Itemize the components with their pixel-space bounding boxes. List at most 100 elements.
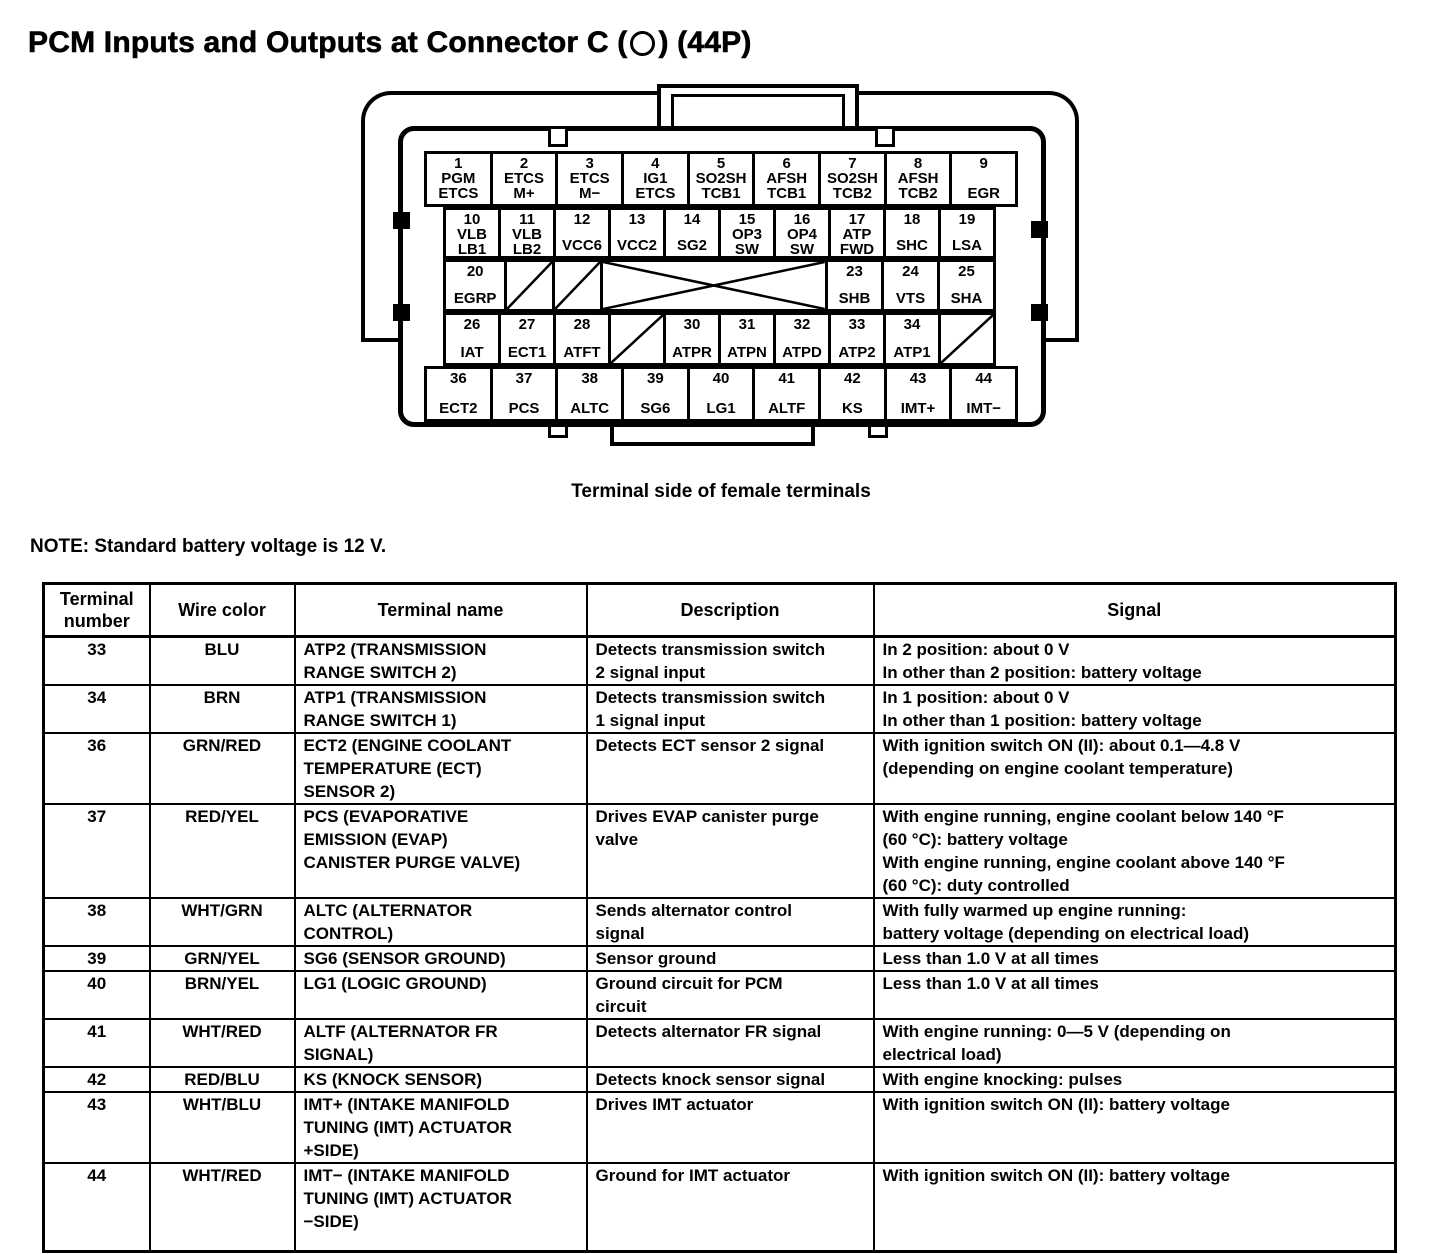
connector-circle-icon: [630, 31, 656, 56]
cell-description: Drives EVAP canister purge valve: [585, 803, 875, 899]
pin-number: 43: [909, 370, 927, 387]
outer-shell-bottom-right: [1035, 338, 1079, 342]
pin-cell-27: 27 ECT1: [501, 312, 556, 366]
pin-label: IAT: [460, 344, 484, 361]
connector-top-tab-inner: [671, 94, 845, 131]
unused-pin-cell: [941, 312, 996, 366]
pin-number: 16: [793, 211, 811, 228]
pin-number: 11: [519, 211, 535, 228]
pin-number: 37: [515, 370, 533, 387]
terminal-table: Terminal number Wire color Terminal name…: [42, 582, 1397, 1253]
unused-pin-cell: [507, 259, 556, 312]
pin-cell-7: 7 SO2SH TCB2: [821, 151, 887, 207]
pin-cell-28: 28 ATFT: [556, 312, 611, 366]
pin-number: 30: [683, 316, 701, 333]
pin-number: 2: [519, 155, 529, 172]
pin-cell-18: 18 SHC: [886, 207, 941, 259]
pin-number: 4: [651, 155, 660, 172]
pin-label: PCS: [508, 400, 540, 417]
pin-label: EGR: [967, 185, 1000, 202]
pin-label: VCC6: [561, 237, 602, 254]
cell-wire-color: RED/BLU: [148, 1066, 296, 1093]
pin-label: SHC: [896, 237, 928, 254]
cell-description: Ground circuit for PCM circuit: [585, 970, 875, 1020]
cell-wire-color: WHT/RED: [148, 1162, 296, 1252]
pin-label: VLB LB1: [457, 226, 487, 258]
pin-number: 19: [958, 211, 976, 228]
cell-terminal-name: SG6 (SENSOR GROUND): [293, 945, 588, 972]
pin-label: ATPR: [672, 344, 712, 361]
pin-number: 40: [712, 370, 730, 387]
pin-label: ETCS M−: [569, 170, 610, 202]
pin-cell-13: 13 VCC2: [611, 207, 666, 259]
retainer-block-left-lower: [393, 304, 410, 321]
terminal-table-body: 33 BLU ATP2 (TRANSMISSION RANGE SWITCH 2) D…: [42, 635, 1397, 1252]
pin-cell-20: 20 EGRP: [443, 259, 508, 312]
pin-number: 18: [903, 211, 921, 228]
pin-label: PGM ETCS: [438, 170, 479, 202]
pin-row-1: 1 PGM ETCS 2 ETCS M+ 3 ETCS M− 4 IG1 ETCS 5 SO2SH…: [424, 151, 1019, 207]
terminal-table-header: Terminal number Wire color Terminal name…: [42, 582, 1397, 638]
cell-terminal-number: 34: [42, 684, 151, 734]
pin-number: 27: [518, 316, 536, 333]
cell-description: Sends alternator control signal: [585, 897, 875, 947]
pin-number: 3: [585, 155, 594, 172]
table-row-terminal-37: 37 RED/YEL PCS (EVAPORATIVE EMISSION (EVAP…: [42, 803, 1397, 899]
col-header-description: Description: [585, 582, 875, 638]
pin-cell-30: 30 ATPR: [666, 312, 721, 366]
pin-cell-15: 15 OP3 SW: [721, 207, 776, 259]
cell-wire-color: BRN/YEL: [148, 970, 296, 1020]
pin-cell-2: 2 ETCS M+: [492, 151, 559, 207]
cell-signal: With engine running, engine coolant belo…: [872, 803, 1397, 899]
pin-label: ATPD: [782, 344, 822, 361]
cell-description: Detects transmission switch 1 signal inp…: [585, 684, 875, 734]
cell-terminal-number: 37: [42, 803, 151, 899]
pin-cell-40: 40 LG1: [689, 366, 756, 422]
pin-label: ATFT: [563, 344, 601, 361]
cell-wire-color: RED/YEL: [148, 803, 296, 899]
pin-cell-8: 8 AFSH TCB2: [886, 151, 953, 207]
cell-terminal-name: ALTF (ALTERNATOR FR SIGNAL): [293, 1018, 588, 1068]
cell-description: Detects knock sensor signal: [585, 1066, 875, 1093]
pin-row-3: 20 EGRP 23 SHB 24 VTS 25 SHA: [443, 259, 996, 312]
page-title: PCM Inputs and Outputs at Connector C ()…: [28, 26, 752, 60]
pin-cell-17: 17 ATP FWD: [831, 207, 886, 259]
pin-label: OP4 SW: [786, 226, 817, 258]
pin-cell-32: 32 ATPD: [776, 312, 831, 366]
pin-label: SHA: [950, 290, 983, 307]
pin-cell-4: 4 IG1 ETCS: [624, 151, 690, 207]
pin-number: 25: [958, 263, 975, 280]
pin-cell-41: 41 ALTF: [755, 366, 822, 422]
pin-cell-19: 19 LSA: [941, 207, 996, 259]
top-notch-right: [875, 129, 895, 147]
slash-icon: [611, 315, 663, 363]
col-header-terminal-name: Terminal name: [293, 582, 588, 638]
pin-number: 39: [647, 370, 664, 387]
pin-number: 14: [683, 211, 701, 228]
pin-row-2: 10 VLB LB1 11 VLB LB2 12 VCC6 13 VCC2 14 SG2 15 OP3…: [443, 207, 996, 259]
cell-wire-color: GRN/RED: [148, 732, 296, 805]
pin-number: 17: [848, 211, 866, 228]
cell-terminal-number: 40: [42, 970, 151, 1020]
pin-number: 20: [466, 263, 484, 280]
pin-number: 15: [738, 211, 756, 228]
cell-terminal-name: ECT2 (ENGINE COOLANT TEMPERATURE (ECT) S…: [293, 732, 588, 805]
pin-cell-34: 34 ATP1: [886, 312, 941, 366]
pin-cell-39: 39 SG6: [624, 366, 690, 422]
table-row-terminal-43: 43 WHT/BLU IMT+ (INTAKE MANIFOLD TUNING (I…: [42, 1091, 1397, 1164]
pin-label: ETCS M+: [504, 170, 545, 202]
cell-terminal-number: 39: [42, 945, 151, 972]
retainer-block-right-upper: [1031, 221, 1048, 238]
cell-signal: With engine running: 0—5 V (depending on…: [872, 1018, 1397, 1068]
pin-cell-9: 9 EGR: [952, 151, 1019, 207]
cell-terminal-name: IMT+ (INTAKE MANIFOLD TUNING (IMT) ACTUA…: [293, 1091, 588, 1164]
table-row-terminal-44: 44 WHT/RED IMT− (INTAKE MANIFOLD TUNING (I…: [42, 1162, 1397, 1252]
cell-wire-color: GRN/YEL: [148, 945, 296, 972]
cell-signal: With ignition switch ON (II): about 0.1—…: [872, 732, 1397, 805]
pin-label: AFSH TCB1: [766, 170, 808, 202]
pin-cell-43: 43 IMT+: [886, 366, 953, 422]
col-header-wire-color: Wire color: [148, 582, 296, 638]
diagram-caption: Terminal side of female terminals: [571, 481, 871, 502]
cell-signal: With fully warmed up engine running: bat…: [872, 897, 1397, 947]
